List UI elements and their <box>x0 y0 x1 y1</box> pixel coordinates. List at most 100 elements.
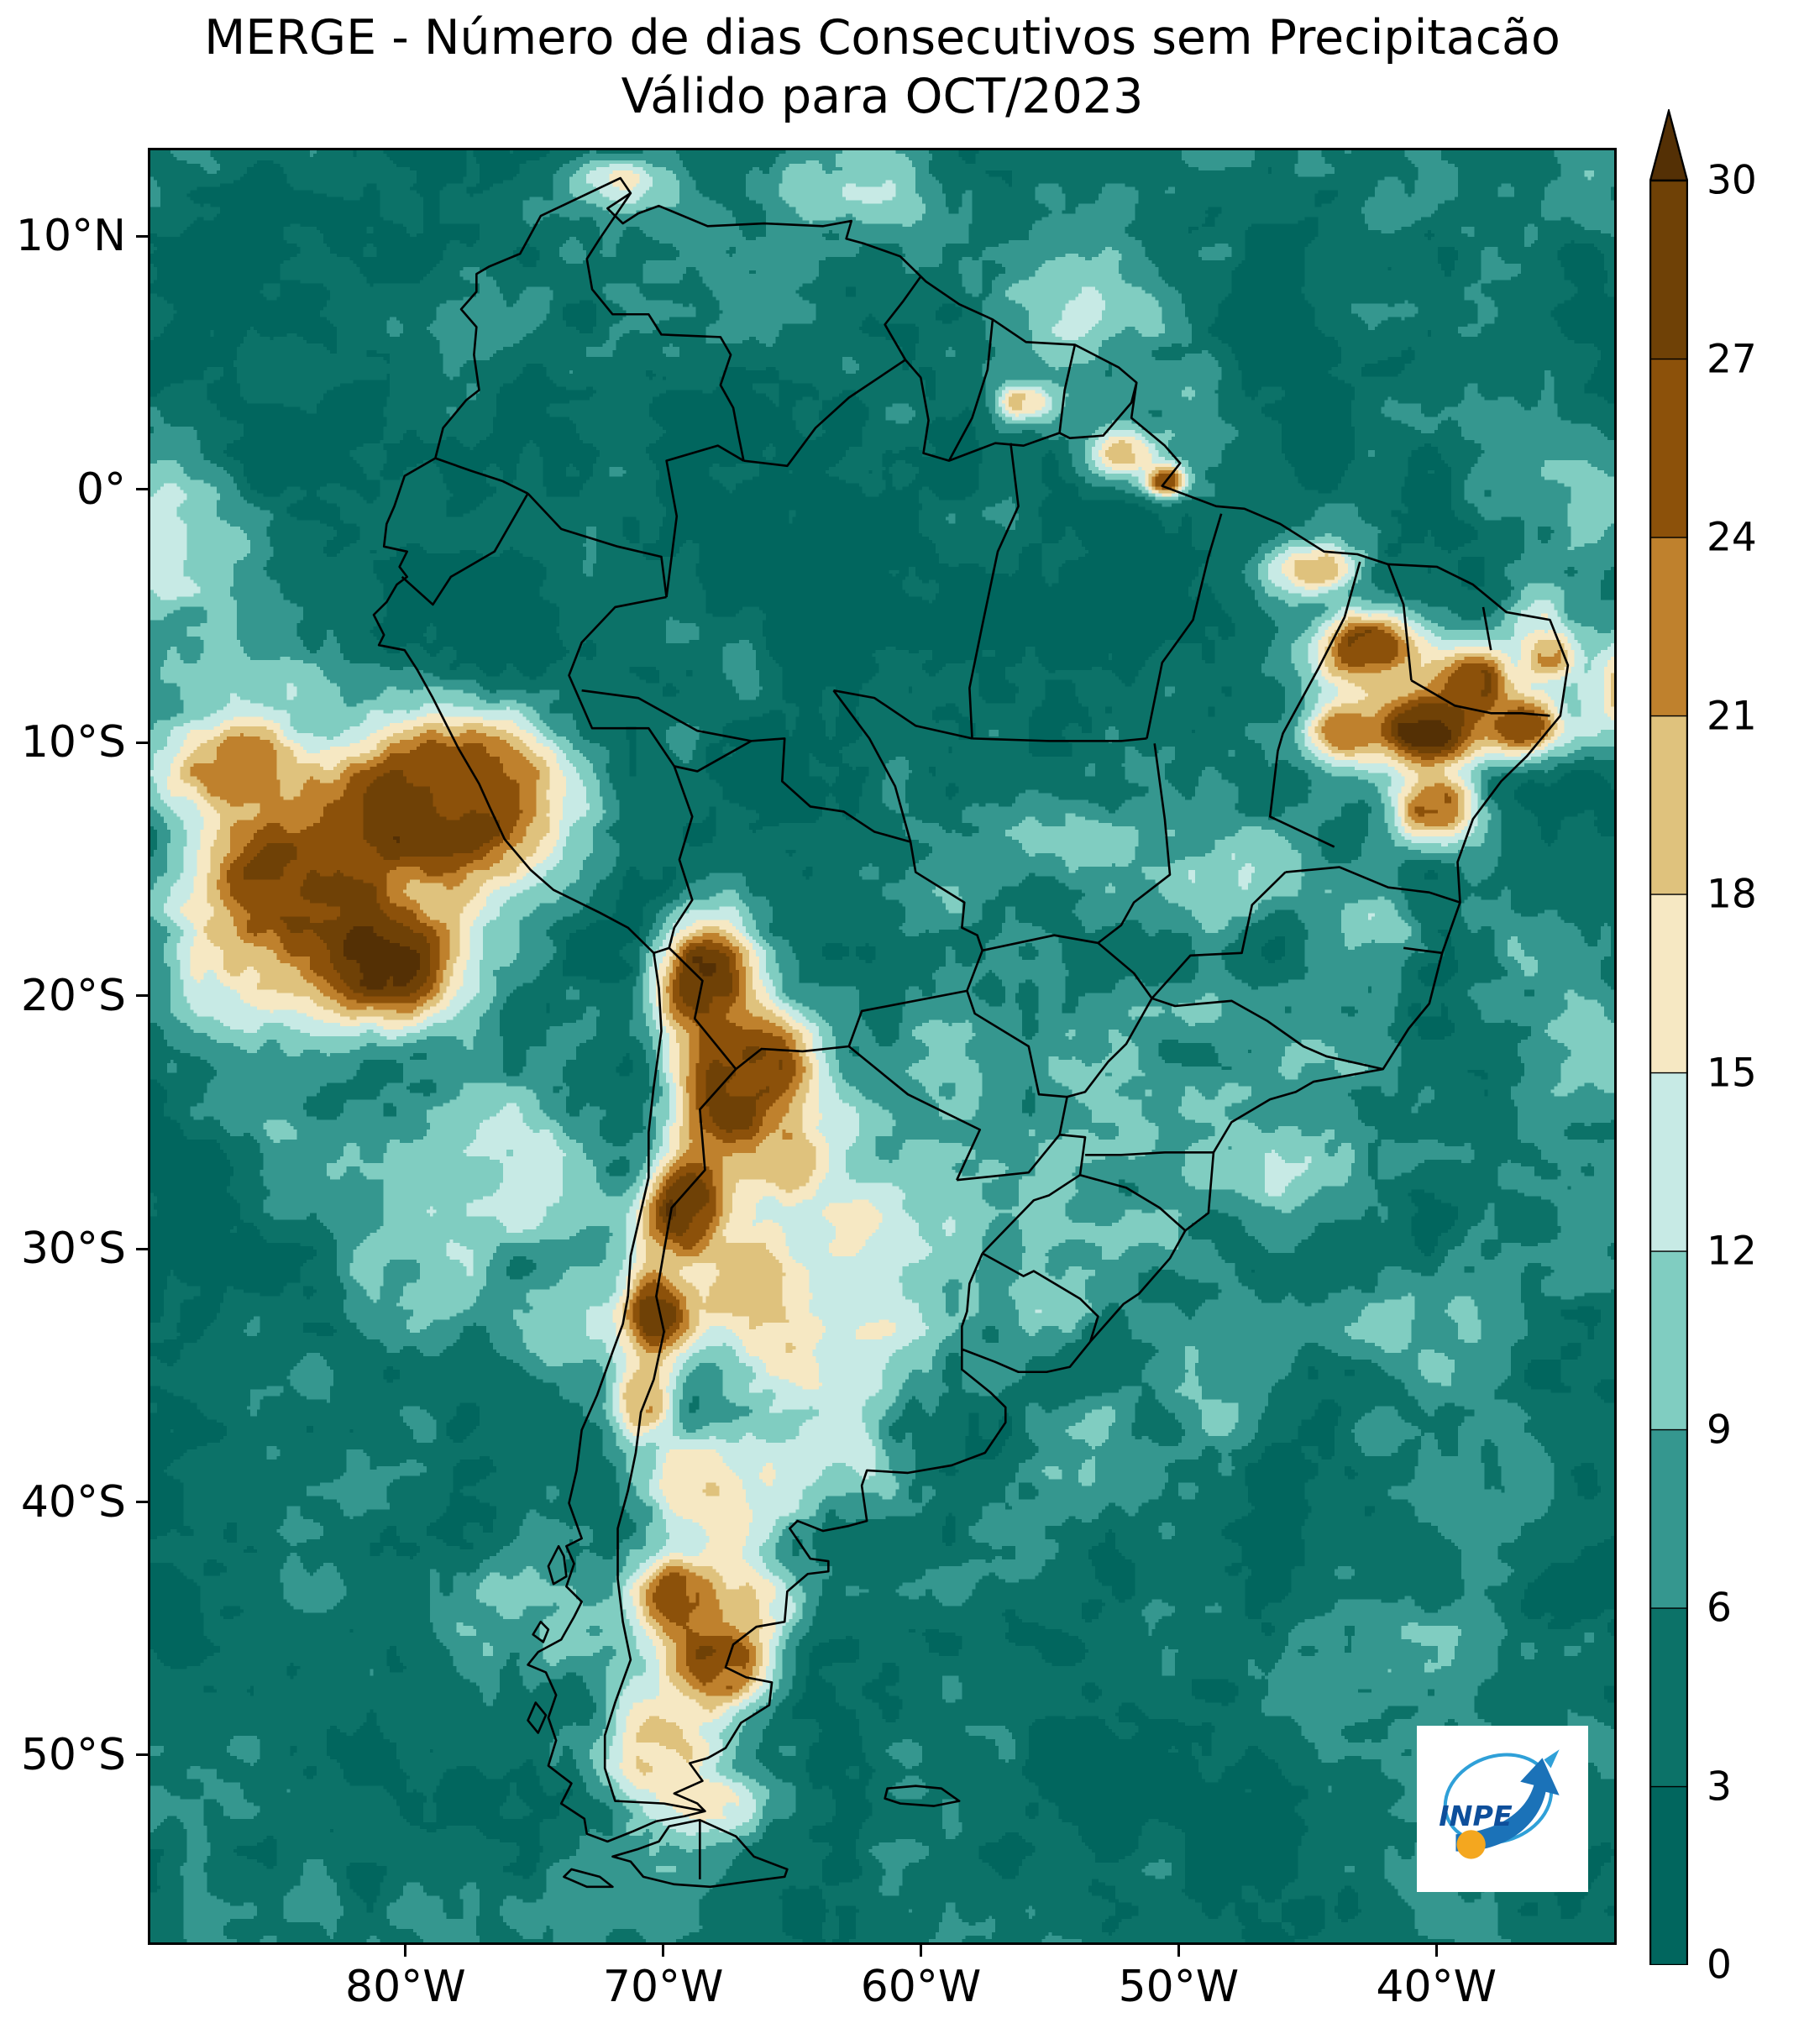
colorbar-outline <box>1649 179 1688 1965</box>
admin-border <box>653 766 692 952</box>
admin-border <box>905 359 1136 460</box>
map-borders <box>150 150 1614 1942</box>
colorbar-segment <box>1649 1072 1688 1252</box>
y-axis-tick-label: 10°N <box>15 211 126 262</box>
y-axis-tick-mark <box>136 488 148 491</box>
admin-border <box>569 597 674 766</box>
y-axis-tick-label: 50°S <box>20 1729 126 1780</box>
admin-border <box>833 690 910 841</box>
colorbar-tick-label: 9 <box>1707 1407 1732 1453</box>
colorbar-segment <box>1649 1785 1688 1965</box>
admin-border <box>1146 514 1221 739</box>
admin-border <box>1080 1175 1185 1230</box>
y-axis-tick-label: 0° <box>76 464 126 515</box>
colorbar-segment <box>1649 537 1688 717</box>
admin-border <box>885 276 921 359</box>
admin-border <box>1085 1152 1214 1155</box>
y-axis-tick-label: 10°S <box>20 717 126 768</box>
x-axis-tick-label: 50°W <box>1118 1962 1240 2012</box>
y-axis-tick-mark <box>136 994 148 998</box>
colorbar <box>1649 109 1688 1965</box>
admin-border <box>967 991 1067 1135</box>
admin-border <box>435 459 527 494</box>
y-axis-tick-label: 40°S <box>20 1476 126 1528</box>
admin-border <box>833 690 972 738</box>
coastline <box>564 1869 612 1887</box>
admin-border <box>1388 564 1412 680</box>
x-axis-tick-mark <box>404 1945 407 1957</box>
admin-border <box>736 1046 849 1069</box>
admin-border <box>667 446 744 597</box>
inpe-orbit-arrowhead-icon <box>1544 1749 1560 1769</box>
y-axis-tick-mark <box>136 741 148 744</box>
admin-border <box>1403 948 1442 953</box>
colorbar-segment <box>1649 180 1688 360</box>
admin-border <box>973 738 1147 741</box>
inpe-logo-graphic: INPE <box>1439 1749 1560 1859</box>
admin-border <box>582 690 752 741</box>
coastline <box>533 1622 548 1642</box>
admin-border <box>1098 743 1170 943</box>
y-axis-tick-mark <box>136 1501 148 1504</box>
admin-border <box>983 1253 1099 1341</box>
colorbar-tick-label: 15 <box>1707 1050 1757 1096</box>
colorbar-tick-label: 18 <box>1707 871 1757 918</box>
x-axis-tick-mark <box>662 1945 665 1957</box>
colorbar-tick-label: 21 <box>1707 693 1757 739</box>
admin-border <box>957 1135 1059 1180</box>
coastline <box>548 1546 566 1584</box>
map-raster <box>150 150 1614 1942</box>
colorbar-segment <box>1649 1428 1688 1609</box>
map-plot: INPE <box>148 148 1617 1945</box>
admin-border <box>1152 873 1286 998</box>
x-axis-tick-label: 60°W <box>860 1962 982 2012</box>
x-axis-tick-mark <box>1434 1945 1438 1957</box>
admin-border <box>1411 680 1550 715</box>
admin-border <box>605 1069 736 1811</box>
admin-border <box>674 738 983 990</box>
admin-border <box>1483 607 1491 650</box>
coastline <box>885 1786 960 1806</box>
colorbar-tick-label: 12 <box>1707 1228 1757 1275</box>
admin-border <box>1270 751 1335 846</box>
x-axis-tick-label: 70°W <box>602 1962 724 2012</box>
x-axis-tick-mark <box>1177 1945 1180 1957</box>
admin-border <box>983 936 1099 951</box>
colorbar-tick-label: 6 <box>1707 1585 1732 1632</box>
admin-border <box>969 443 1018 739</box>
y-axis-tick-mark <box>136 1247 148 1250</box>
colorbar-over-arrow <box>1649 109 1688 182</box>
admin-border <box>669 948 736 1069</box>
y-axis-tick-label: 30°S <box>20 1224 126 1275</box>
colorbar-tick-label: 24 <box>1707 514 1757 561</box>
colorbar-segment <box>1649 358 1688 538</box>
colorbar-tick-label: 27 <box>1707 336 1757 382</box>
colorbar-tick-label: 3 <box>1707 1764 1732 1810</box>
colorbar-segment <box>1649 715 1688 895</box>
inpe-orange-ball-icon <box>1456 1830 1486 1859</box>
inpe-swoosh-arrow-icon <box>1455 1758 1560 1852</box>
admin-border <box>587 193 744 461</box>
admin-border <box>1286 867 1461 903</box>
inpe-logo-text: INPE <box>1439 1800 1513 1832</box>
chart-title-line1: MERGE - Número de dias Consecutivos sem … <box>204 10 1560 66</box>
admin-border <box>962 1253 982 1349</box>
admin-border <box>743 359 905 465</box>
y-axis-tick-mark <box>136 234 148 238</box>
admin-border <box>1067 943 1152 1097</box>
colorbar-segment <box>1649 1607 1688 1788</box>
coastline <box>374 178 1568 1842</box>
coastline <box>612 1820 787 1887</box>
admin-border <box>1060 345 1075 433</box>
admin-border <box>528 494 667 597</box>
x-axis-tick-mark <box>920 1945 923 1957</box>
admin-border <box>402 494 528 605</box>
x-axis-tick-label: 80°W <box>345 1962 466 2012</box>
colorbar-tick-label: 0 <box>1707 1942 1732 1989</box>
colorbar-tick-label: 30 <box>1707 157 1757 204</box>
y-axis-tick-label: 20°S <box>20 970 126 1021</box>
admin-border <box>983 1135 1085 1253</box>
colorbar-segment <box>1649 894 1688 1074</box>
admin-border <box>1152 998 1383 1069</box>
